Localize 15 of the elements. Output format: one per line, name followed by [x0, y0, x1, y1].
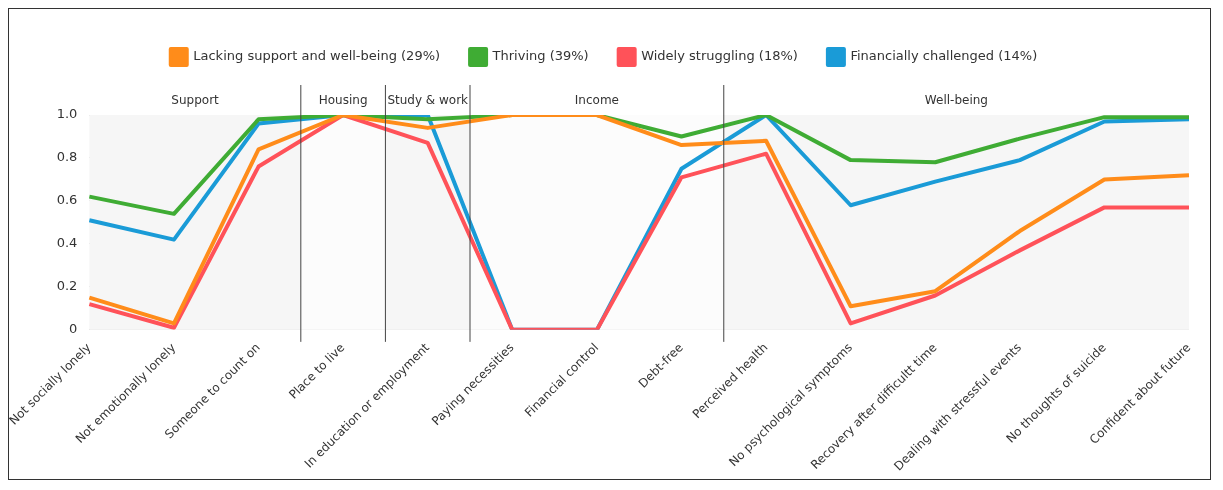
legend-label: Lacking support and well-being (29%) — [193, 48, 441, 64]
band-label: Study & work — [387, 93, 469, 108]
y-tick-label: 0.6 — [56, 192, 78, 208]
legend-label: Financially challenged (14%) — [850, 48, 1038, 64]
legend-label: Thriving (39%) — [491, 48, 589, 64]
y-tick-label: 0 — [69, 321, 78, 337]
y-tick-label: 0.2 — [56, 278, 78, 294]
y-tick-label: 0.4 — [56, 235, 78, 251]
y-tick-label: 1.0 — [56, 106, 78, 122]
band-label: Housing — [318, 93, 368, 108]
band-label: Support — [171, 93, 220, 108]
band-label: Income — [574, 93, 619, 108]
legend-label: Widely struggling (18%) — [641, 48, 798, 64]
band-label: Well-being — [924, 93, 988, 108]
y-tick-label: 0.8 — [56, 149, 78, 165]
